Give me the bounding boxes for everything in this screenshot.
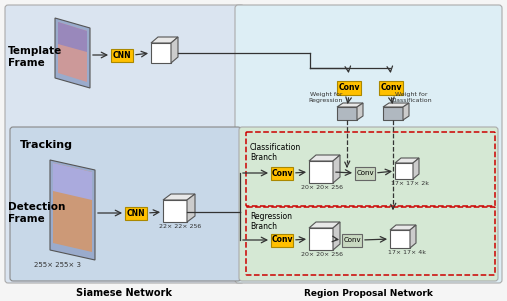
Bar — [337, 107, 357, 120]
Text: Tracking: Tracking — [20, 140, 73, 150]
Polygon shape — [309, 222, 340, 228]
Bar — [111, 48, 133, 61]
Text: 20× 20× 256: 20× 20× 256 — [301, 252, 343, 257]
Polygon shape — [58, 22, 87, 82]
Text: Conv: Conv — [356, 170, 374, 176]
Polygon shape — [163, 194, 195, 200]
Text: 17× 17× 4k: 17× 17× 4k — [388, 250, 426, 255]
Text: Weight for
Regression: Weight for Regression — [309, 92, 343, 103]
Text: Conv: Conv — [338, 83, 360, 92]
Text: Region Proposal Network: Region Proposal Network — [304, 288, 432, 297]
Polygon shape — [187, 194, 195, 222]
Polygon shape — [55, 18, 90, 88]
Text: 17× 17× 2k: 17× 17× 2k — [391, 181, 429, 186]
Text: Conv: Conv — [271, 169, 293, 178]
Bar — [271, 234, 293, 247]
FancyBboxPatch shape — [10, 127, 241, 281]
Bar — [355, 166, 375, 179]
Bar — [271, 166, 293, 179]
Text: Conv: Conv — [380, 83, 402, 92]
Text: 20× 20× 256: 20× 20× 256 — [301, 185, 343, 190]
Text: Classification
Branch: Classification Branch — [250, 143, 301, 163]
Bar — [125, 206, 147, 219]
Text: Conv: Conv — [271, 235, 293, 244]
Bar — [309, 161, 333, 183]
Bar — [337, 81, 361, 95]
Polygon shape — [151, 37, 178, 43]
Bar — [309, 228, 333, 250]
Text: Weight for
Classification: Weight for Classification — [390, 92, 432, 103]
Text: Siamese Network: Siamese Network — [76, 288, 172, 298]
Polygon shape — [337, 103, 363, 107]
Text: CNN: CNN — [127, 209, 146, 218]
Polygon shape — [53, 163, 92, 252]
FancyBboxPatch shape — [235, 5, 502, 283]
Bar — [390, 230, 410, 248]
Polygon shape — [410, 225, 416, 248]
Bar — [163, 200, 187, 222]
Polygon shape — [333, 222, 340, 250]
FancyBboxPatch shape — [239, 127, 498, 281]
Text: 22× 22× 256: 22× 22× 256 — [159, 224, 201, 229]
Polygon shape — [50, 160, 95, 260]
Text: Detection
Frame: Detection Frame — [8, 202, 65, 224]
Text: CNN: CNN — [113, 51, 131, 60]
Text: Conv: Conv — [343, 237, 361, 243]
Polygon shape — [403, 103, 409, 120]
Polygon shape — [309, 155, 340, 161]
Polygon shape — [171, 37, 178, 63]
Text: Template
Frame: Template Frame — [8, 46, 62, 68]
Polygon shape — [58, 22, 87, 52]
Bar — [342, 234, 362, 247]
Polygon shape — [413, 158, 419, 179]
FancyBboxPatch shape — [5, 5, 244, 283]
Polygon shape — [333, 155, 340, 183]
Polygon shape — [395, 158, 419, 163]
Polygon shape — [383, 103, 409, 107]
Bar — [395, 163, 413, 179]
Text: Regression
Branch: Regression Branch — [250, 212, 292, 231]
Polygon shape — [53, 163, 92, 200]
Polygon shape — [357, 103, 363, 120]
Bar — [151, 43, 171, 63]
Bar — [379, 81, 403, 95]
Polygon shape — [390, 225, 416, 230]
Bar — [383, 107, 403, 120]
Text: 255× 255× 3: 255× 255× 3 — [34, 262, 82, 268]
